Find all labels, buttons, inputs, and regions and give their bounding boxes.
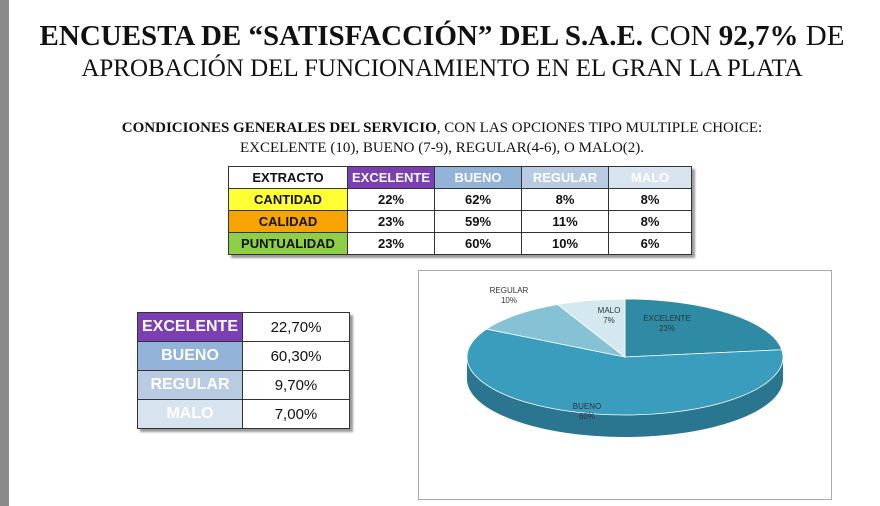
- table-cell: 11%: [521, 210, 610, 233]
- table-row: CALIDAD 23% 59% 11% 8%: [228, 210, 693, 233]
- table-cell: 23%: [346, 210, 436, 233]
- table-cell: 22%: [346, 188, 436, 211]
- table-corner: EXTRACTO: [228, 166, 348, 189]
- page-title: ENCUESTA DE “SATISFACCIÓN” DEL S.A.E. CO…: [14, 18, 870, 84]
- table-cell: 60%: [434, 232, 523, 255]
- summary-table: EXCELENTE 22,70% BUENO 60,30% REGULAR 9,…: [137, 312, 350, 429]
- row-label-calidad: CALIDAD: [228, 210, 348, 233]
- row-label-puntualidad: PUNTUALIDAD: [228, 232, 348, 255]
- summary-label-bueno: BUENO: [137, 341, 243, 371]
- summary-label-malo: MALO: [137, 399, 243, 429]
- pie-side-bueno: [467, 357, 783, 437]
- summary-row: EXCELENTE 22,70%: [137, 312, 350, 342]
- pie-label-excelente-percent: 23%: [659, 324, 675, 333]
- header-regular: REGULAR: [521, 166, 610, 189]
- table-row: PUNTUALIDAD 23% 60% 10% 6%: [228, 232, 693, 255]
- subtitle: CONDICIONES GENERALES DEL SERVICIO, CON …: [14, 118, 870, 158]
- header-malo: MALO: [608, 166, 693, 189]
- row-label-cantidad: CANTIDAD: [228, 188, 348, 211]
- table-cell: 8%: [608, 210, 693, 233]
- left-edge-bar: [0, 0, 9, 506]
- subtitle-bold: CONDICIONES GENERALES DEL SERVICIO: [121, 120, 437, 136]
- title-line2: APROBACIÓN DEL FUNCIONAMIENTO EN EL GRAN…: [81, 55, 803, 82]
- pie-label-regular: REGULAR: [490, 286, 529, 295]
- pie-label-bueno-percent: 60%: [579, 412, 595, 421]
- pie-label-malo: MALO: [598, 306, 621, 315]
- pie-side-walls: [467, 357, 783, 437]
- pie-slice-regular: [485, 304, 626, 358]
- summary-value: 22,70%: [242, 312, 350, 342]
- survey-table: EXTRACTO EXCELENTE BUENO REGULAR MALO CA…: [228, 166, 693, 255]
- table-cell: 59%: [434, 210, 523, 233]
- pie-slice-malo: [556, 298, 626, 358]
- summary-label-regular: REGULAR: [137, 370, 243, 400]
- table-header-row: EXTRACTO EXCELENTE BUENO REGULAR MALO: [228, 166, 693, 189]
- table-cell: 10%: [521, 232, 610, 255]
- summary-row: BUENO 60,30%: [137, 341, 350, 371]
- summary-value: 7,00%: [242, 399, 350, 429]
- summary-label-excelente: EXCELENTE: [137, 312, 243, 342]
- title-bold: ENCUESTA DE “SATISFACCIÓN” DEL S.A.E.: [39, 20, 644, 52]
- summary-value: 9,70%: [242, 370, 350, 400]
- title-end: DE: [798, 20, 845, 52]
- table-row: CANTIDAD 22% 62% 8% 8%: [228, 188, 693, 211]
- summary-row: REGULAR 9,70%: [137, 370, 350, 400]
- summary-value: 60,30%: [242, 341, 350, 371]
- table-cell: 62%: [434, 188, 523, 211]
- table-cell: 6%: [608, 232, 693, 255]
- table-cell: 23%: [346, 232, 436, 255]
- pie-label-malo-percent: 7%: [603, 316, 615, 325]
- pie-label-regular-percent: 10%: [501, 296, 517, 305]
- pie-label-bueno: BUENO: [573, 402, 601, 411]
- table-cell: 8%: [521, 188, 610, 211]
- subtitle-line2: EXCELENTE (10), BUENO (7-9), REGULAR(4-6…: [239, 140, 645, 156]
- title-connector: CON: [643, 20, 719, 52]
- title-percent: 92,7%: [718, 20, 799, 52]
- pie-slice-bueno: [466, 328, 784, 416]
- header-excelente: EXCELENTE: [346, 166, 436, 189]
- subtitle-rest: , CON LAS OPCIONES TIPO MULTIPLE CHOICE:: [436, 120, 763, 136]
- header-bueno: BUENO: [434, 166, 523, 189]
- pie-slice-excelente: [624, 298, 783, 358]
- summary-row: MALO 7,00%: [137, 399, 350, 429]
- pie-chart-box: EXCELENTE 23% BUENO 60% REGULAR 10% MALO 7%: [418, 270, 832, 500]
- table-cell: 8%: [608, 188, 693, 211]
- pie-label-excelente: EXCELENTE: [643, 314, 691, 323]
